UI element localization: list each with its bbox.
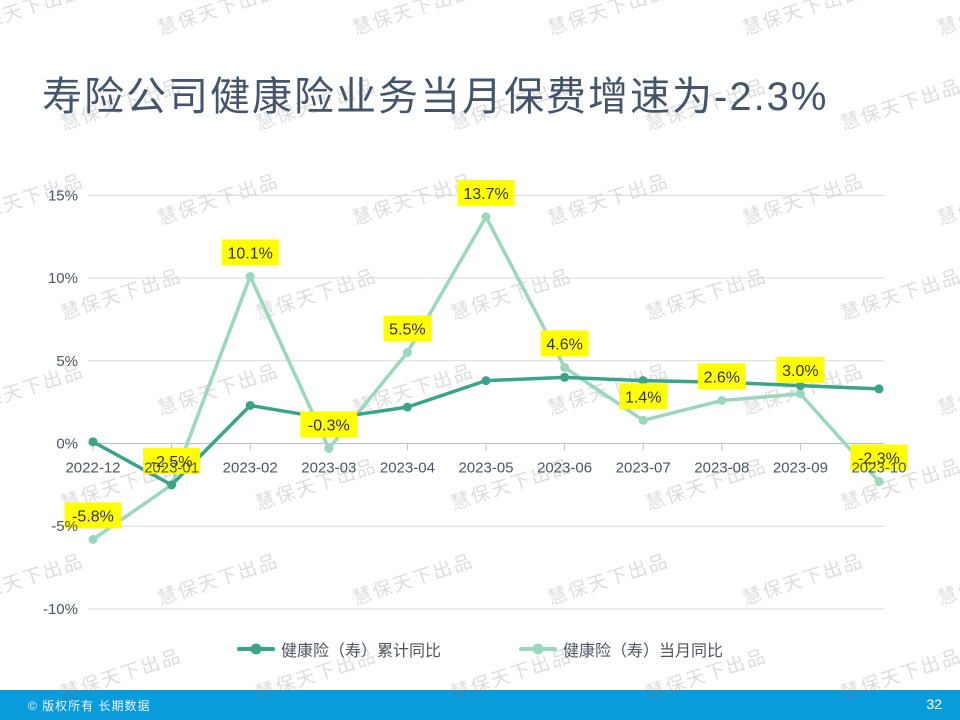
watermark-text: 慧保天下出品	[58, 455, 185, 515]
watermark-text: 慧保天下出品	[58, 265, 185, 325]
watermark-text: 慧保天下出品	[838, 75, 960, 135]
svg-text:2023-06: 2023-06	[537, 460, 592, 477]
page-title: 寿险公司健康险业务当月保费增速为-2.3%	[42, 75, 829, 119]
page-number: 32	[926, 696, 942, 712]
svg-text:5.5%: 5.5%	[389, 322, 425, 339]
svg-text:3.0%: 3.0%	[782, 363, 818, 380]
watermark-text: 慧保天下出品	[740, 550, 867, 610]
legend-item-monthly: 健康险（寿）当月同比	[519, 637, 723, 661]
watermark-text: 慧保天下出品	[545, 360, 672, 420]
legend-marker-monthly-icon	[519, 643, 557, 655]
watermark-text: 慧保天下出品	[350, 360, 477, 420]
watermark-text: 慧保天下出品	[935, 0, 960, 40]
svg-text:2023-03: 2023-03	[301, 460, 356, 477]
watermark-text: 慧保天下出品	[448, 455, 575, 515]
svg-text:2023-01: 2023-01	[144, 460, 199, 477]
watermark-text: 慧保天下出品	[740, 0, 867, 40]
watermark-text: 慧保天下出品	[155, 360, 282, 420]
svg-text:2023-04: 2023-04	[380, 460, 435, 477]
svg-text:-5%: -5%	[51, 518, 78, 535]
footer-bar	[0, 690, 960, 720]
svg-text:15%: 15%	[48, 187, 78, 204]
legend-item-cumulative: 健康险（寿）累计同比	[236, 637, 441, 661]
chart-legend: 健康险（寿）累计同比 健康险（寿）当月同比	[0, 637, 960, 661]
svg-text:10%: 10%	[48, 270, 78, 287]
svg-text:-0.3%: -0.3%	[308, 417, 350, 434]
svg-text:5%: 5%	[56, 353, 78, 370]
watermark-text: 慧保天下出品	[740, 170, 867, 230]
watermark-text: 慧保天下出品	[838, 455, 960, 515]
watermark-text: 慧保天下出品	[350, 0, 477, 40]
legend-label-cumulative: 健康险（寿）累计同比	[280, 643, 441, 660]
watermark-text: 慧保天下出品	[0, 360, 87, 420]
svg-text:2023-10: 2023-10	[851, 460, 906, 477]
watermark-text: 慧保天下出品	[155, 170, 282, 230]
svg-text:-5.8%: -5.8%	[72, 508, 114, 525]
watermark-text: 慧保天下出品	[643, 455, 770, 515]
legend-marker-cumulative-icon	[236, 643, 275, 655]
watermark-text: 慧保天下出品	[935, 170, 960, 230]
watermark-text: 慧保天下出品	[0, 170, 87, 230]
svg-text:2023-08: 2023-08	[694, 460, 749, 477]
watermark-text: 慧保天下出品	[935, 360, 960, 420]
svg-text:2023-09: 2023-09	[773, 460, 828, 477]
watermark-text: 慧保天下出品	[740, 360, 867, 420]
watermark-text: 慧保天下出品	[350, 170, 477, 230]
watermark-text: 慧保天下出品	[155, 550, 282, 610]
watermark-text: 慧保天下出品	[545, 170, 672, 230]
watermark-text: 慧保天下出品	[935, 550, 960, 610]
svg-text:1.4%: 1.4%	[625, 389, 661, 406]
watermark-text: 慧保天下出品	[545, 0, 672, 40]
watermark-text: 慧保天下出品	[350, 550, 477, 610]
svg-text:4.6%: 4.6%	[546, 336, 582, 353]
watermark-text: 慧保天下出品	[155, 0, 282, 40]
svg-text:2023-07: 2023-07	[616, 460, 671, 477]
svg-text:-2.5%: -2.5%	[151, 454, 193, 471]
watermark-text: 慧保天下出品	[0, 0, 87, 40]
svg-text:2023-05: 2023-05	[458, 460, 513, 477]
watermark-text: 慧保天下出品	[643, 265, 770, 325]
svg-text:0%: 0%	[56, 436, 78, 453]
svg-text:2023-02: 2023-02	[223, 460, 278, 477]
svg-text:2022-12: 2022-12	[65, 460, 120, 477]
legend-label-monthly: 健康险（寿）当月同比	[563, 643, 724, 660]
svg-text:-2.3%: -2.3%	[858, 451, 900, 468]
svg-text:13.7%: 13.7%	[463, 186, 508, 203]
watermark-text: 慧保天下出品	[0, 550, 87, 610]
watermark-text: 慧保天下出品	[545, 550, 672, 610]
watermark-text: 慧保天下出品	[253, 265, 380, 325]
watermark-text: 慧保天下出品	[838, 265, 960, 325]
svg-text:-10%: -10%	[43, 601, 78, 618]
svg-text:10.1%: 10.1%	[228, 245, 273, 262]
watermark-text: 慧保天下出品	[448, 265, 575, 325]
watermark-text: 慧保天下出品	[253, 455, 380, 515]
svg-text:2.6%: 2.6%	[704, 369, 740, 386]
footer-copyright: © 版权所有 长期数据	[28, 699, 151, 713]
